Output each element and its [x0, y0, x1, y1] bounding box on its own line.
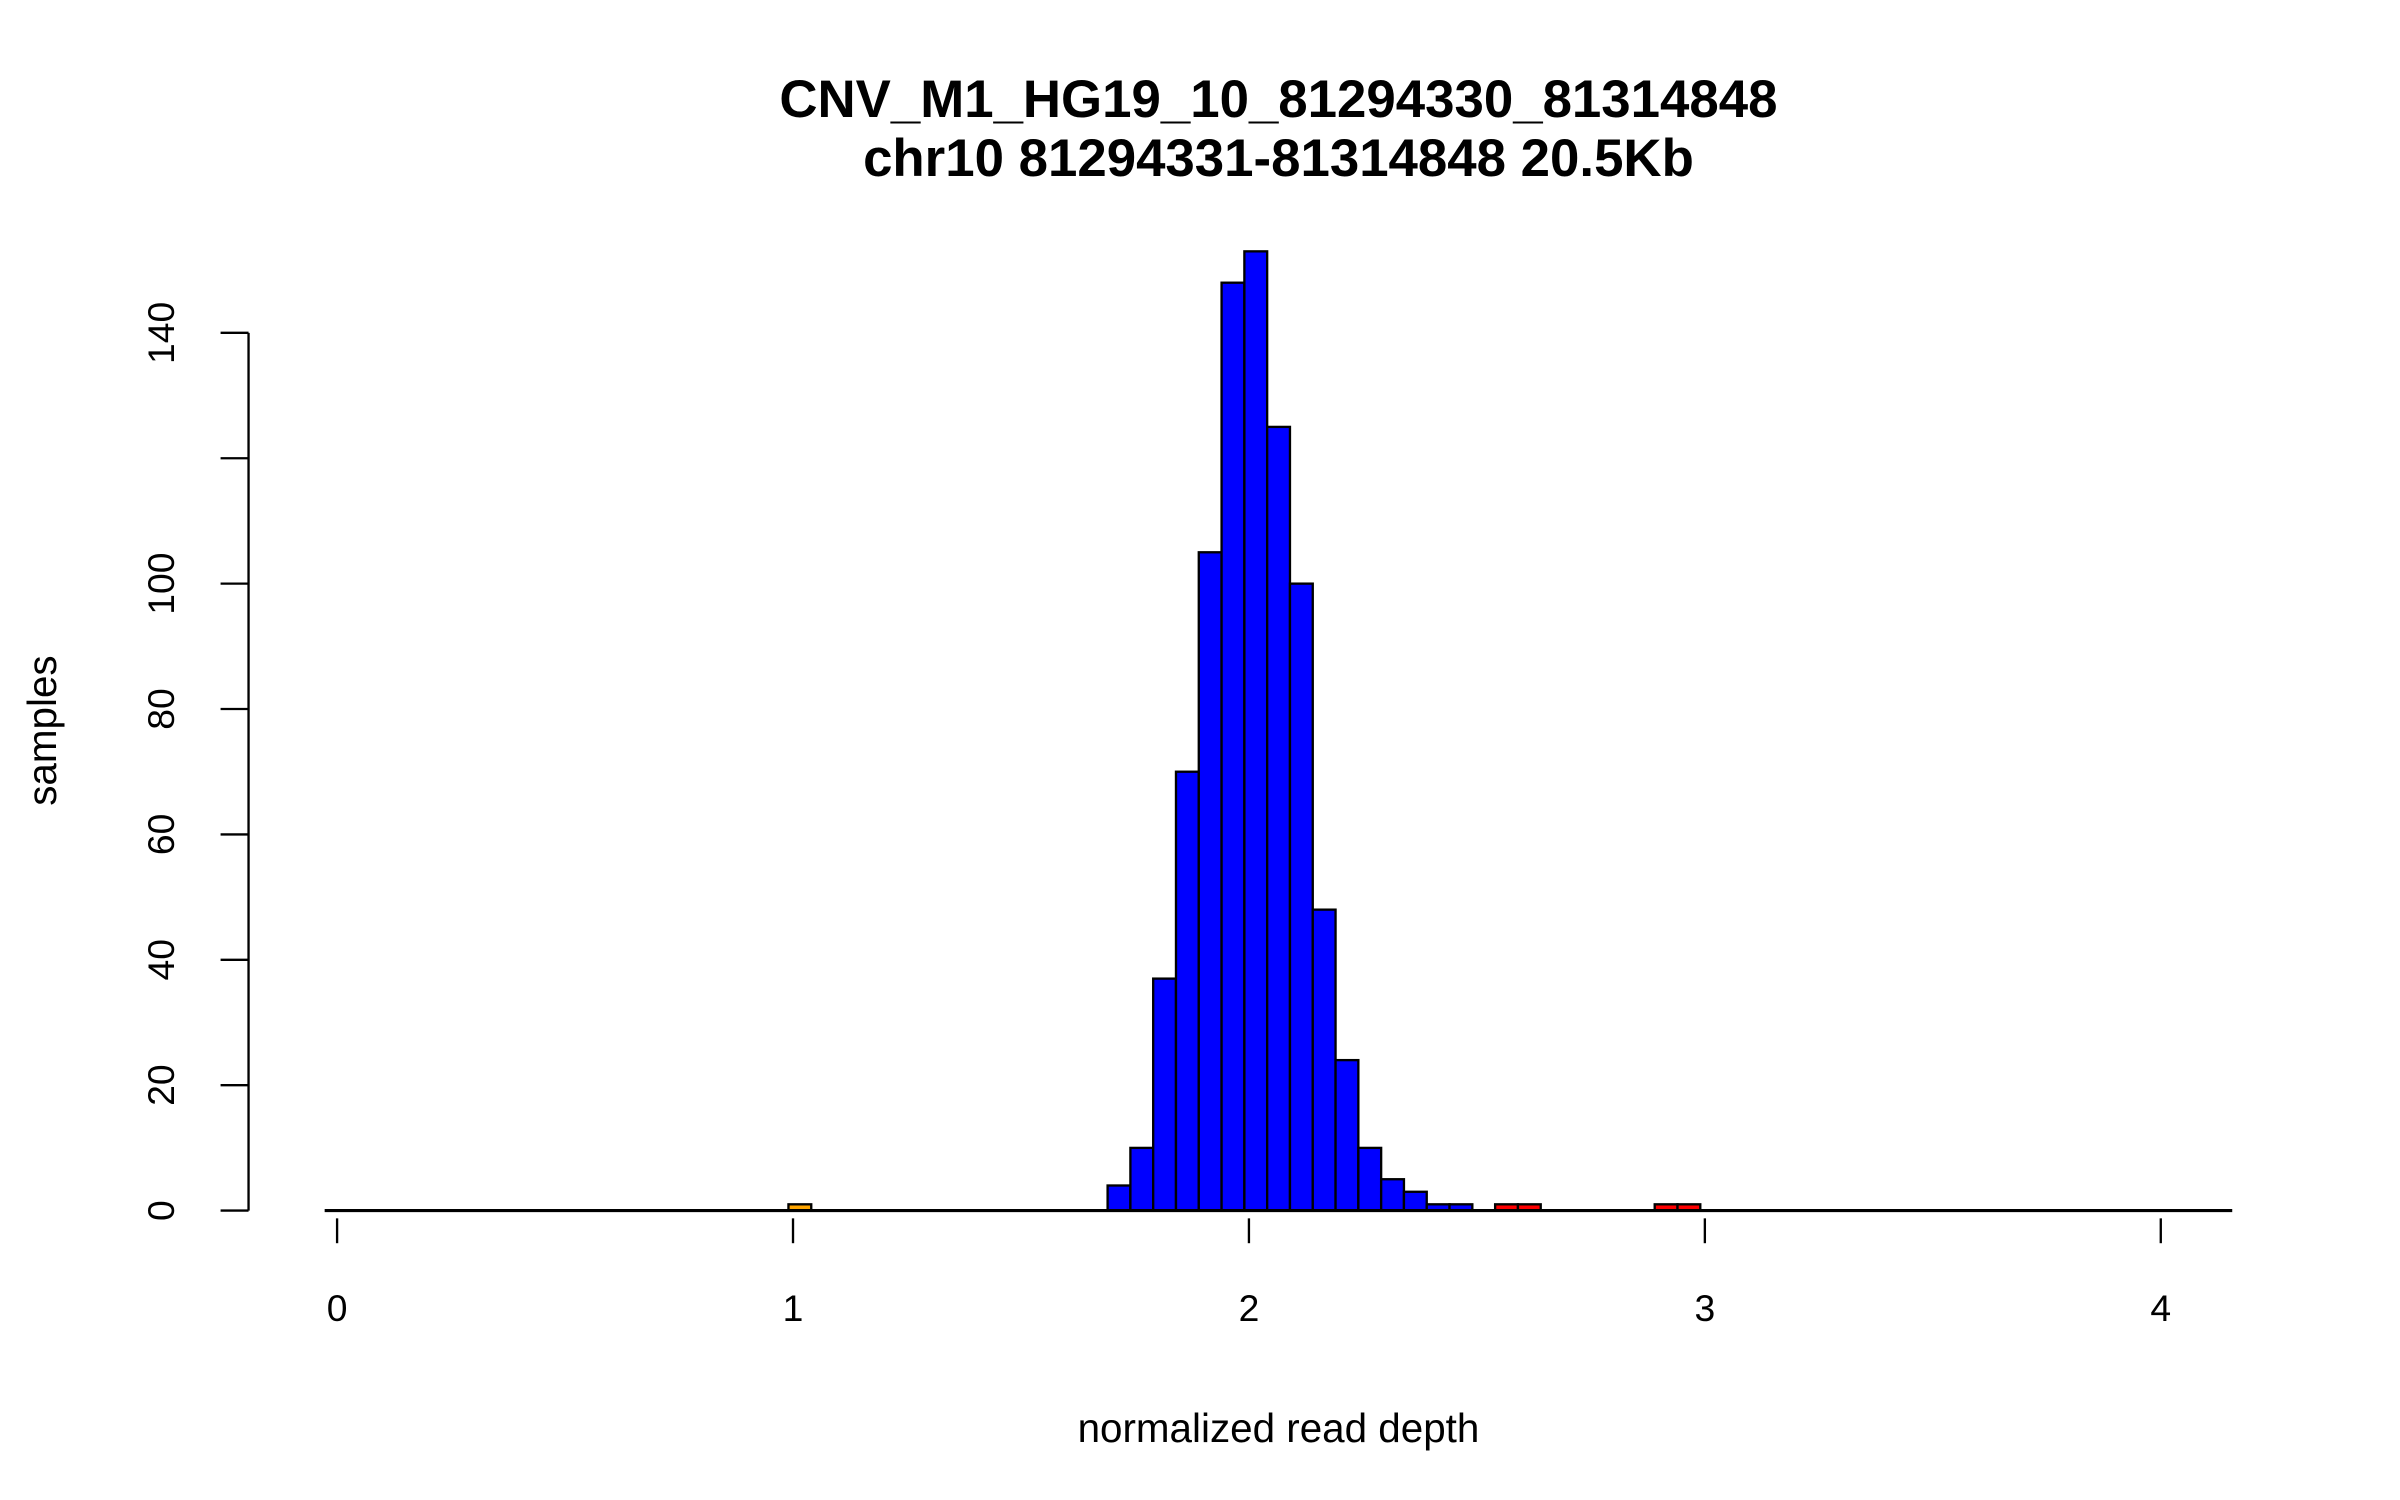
x-axis: 0 1 2 3 4: [327, 1218, 2171, 1329]
histogram-bar: [1243, 250, 1269, 1212]
histogram-bar: [1266, 425, 1292, 1212]
bars-group: [324, 250, 2233, 1213]
histogram-bar: [1288, 582, 1314, 1212]
histogram-bar: [1402, 1190, 1428, 1212]
histogram-bar: [1311, 908, 1337, 1212]
x-axis-label: normalized read depth: [1078, 1405, 1480, 1451]
x-tick-label: 4: [2150, 1287, 2171, 1329]
y-tick-label: 60: [140, 814, 182, 855]
y-tick-label: 80: [140, 688, 182, 729]
y-tick-label: 20: [140, 1064, 182, 1105]
chart-subtitle: chr10 81294331-81314848 20.5Kb: [863, 129, 1694, 188]
y-tick-label: 0: [140, 1200, 182, 1221]
histogram-bar: [1174, 770, 1200, 1212]
histogram-bar: [1220, 281, 1246, 1212]
histogram-bar: [1152, 977, 1178, 1212]
y-tick-label: 40: [140, 939, 182, 980]
histogram-bar: [1197, 551, 1223, 1212]
x-tick-label: 2: [1239, 1287, 1260, 1329]
histogram-bar: [1129, 1146, 1155, 1212]
y-tick-label: 140: [140, 302, 182, 364]
chart-title: CNV_M1_HG19_10_81294330_81314848: [779, 70, 1777, 129]
x-tick-label: 3: [1694, 1287, 1715, 1329]
x-tick-label: 1: [783, 1287, 804, 1329]
histogram-bar: [1334, 1058, 1360, 1212]
x-tick-label: 0: [327, 1287, 348, 1329]
histogram-bar: [1106, 1184, 1132, 1212]
histogram-bar: [1357, 1146, 1383, 1212]
y-tick-label: 100: [140, 553, 182, 615]
y-axis: 0 20 40 60 80 100 140: [140, 302, 250, 1221]
y-axis-label: samples: [19, 655, 65, 805]
histogram-bar: [1379, 1178, 1406, 1212]
